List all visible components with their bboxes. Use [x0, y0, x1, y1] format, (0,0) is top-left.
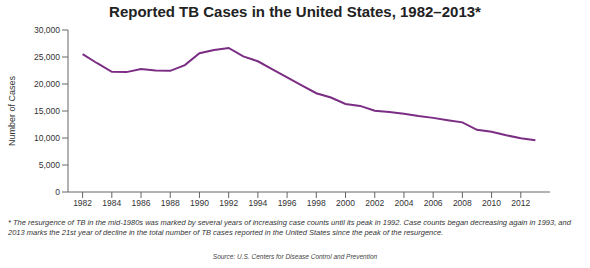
svg-text:1998: 1998 [307, 198, 326, 208]
svg-text:2004: 2004 [394, 198, 413, 208]
svg-text:1984: 1984 [102, 198, 121, 208]
svg-text:20,000: 20,000 [34, 79, 60, 89]
svg-text:25,000: 25,000 [34, 52, 60, 62]
html-text:* The resurgence of TB in the: * The resurgence of TB in the mid-1980s … [8, 218, 571, 237]
svg-text:1990: 1990 [190, 198, 209, 208]
html-text:Reported TB Cases in the Unite: Reported TB Cases in the United States, … [109, 3, 481, 20]
svg-text:15,000: 15,000 [34, 106, 60, 116]
svg-text:1992: 1992 [219, 198, 238, 208]
svg-text:2008: 2008 [453, 198, 472, 208]
svg-text:2012: 2012 [511, 198, 530, 208]
svg-text:2006: 2006 [424, 198, 443, 208]
html-text:Source: U.S. Centers for Disea: Source: U.S. Centers for Disease Control… [212, 253, 378, 260]
svg-text:0: 0 [55, 187, 60, 197]
svg-text:1988: 1988 [161, 198, 180, 208]
svg-text:2000: 2000 [336, 198, 355, 208]
svg-text:1982: 1982 [73, 198, 92, 208]
svg-text:10,000: 10,000 [34, 133, 60, 143]
svg-text:30,000: 30,000 [34, 25, 60, 35]
svg-text:2002: 2002 [365, 198, 384, 208]
svg-text:5,000: 5,000 [39, 160, 61, 170]
svg-text:1996: 1996 [278, 198, 297, 208]
svg-text:Number of Cases: Number of Cases [8, 75, 17, 146]
svg-text:2010: 2010 [482, 198, 501, 208]
svg-text:1994: 1994 [248, 198, 267, 208]
svg-text:1986: 1986 [132, 198, 151, 208]
